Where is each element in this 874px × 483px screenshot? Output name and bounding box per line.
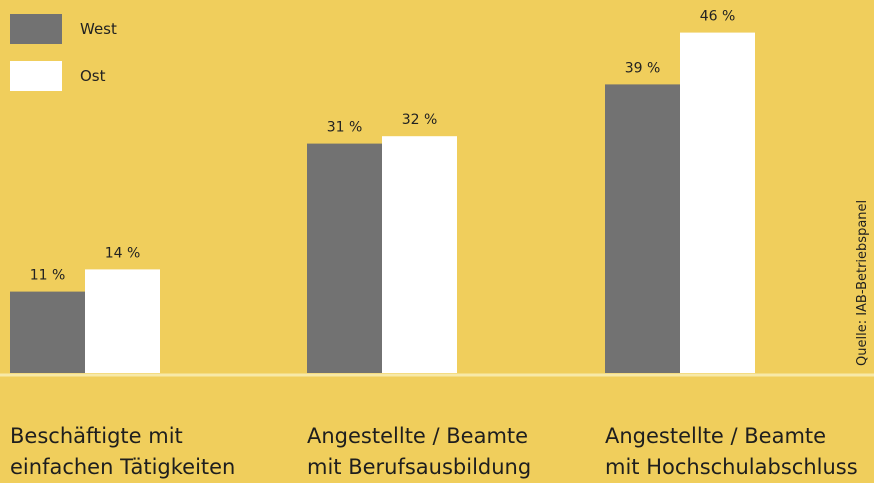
bar-ost-3	[680, 32, 755, 373]
bar-west-1	[10, 291, 85, 373]
legend-label-west: West	[80, 20, 117, 38]
bar-west-3	[605, 84, 680, 374]
bar-west-2	[307, 143, 382, 373]
legend-item-west: West	[10, 14, 117, 44]
category-label-1: Beschäftigte mit einfachen Tätigkeiten	[10, 424, 236, 479]
bar-ost-2	[382, 136, 457, 373]
value-label-ost-3: 46 %	[700, 9, 736, 25]
category-label-2: Angestellte / Beamte mit Berufsausbildun…	[307, 424, 532, 479]
value-label-ost-1: 14 %	[105, 245, 141, 261]
value-label-west-3: 39 %	[625, 60, 661, 76]
category-label-3: Angestellte / Beamte mit Hochschulabschl…	[605, 424, 858, 479]
legend-swatch-west	[10, 14, 62, 44]
value-label-ost-2: 32 %	[402, 112, 438, 128]
bar-ost-1	[85, 269, 160, 373]
legend-label-ost: Ost	[80, 67, 106, 85]
value-label-west-2: 31 %	[327, 120, 363, 136]
source-note: Quelle: IAB-Betriebspanel	[855, 199, 870, 366]
value-label-west-1: 11 %	[30, 268, 66, 284]
legend-item-ost: Ost	[10, 61, 106, 91]
legend-swatch-ost	[10, 61, 62, 91]
